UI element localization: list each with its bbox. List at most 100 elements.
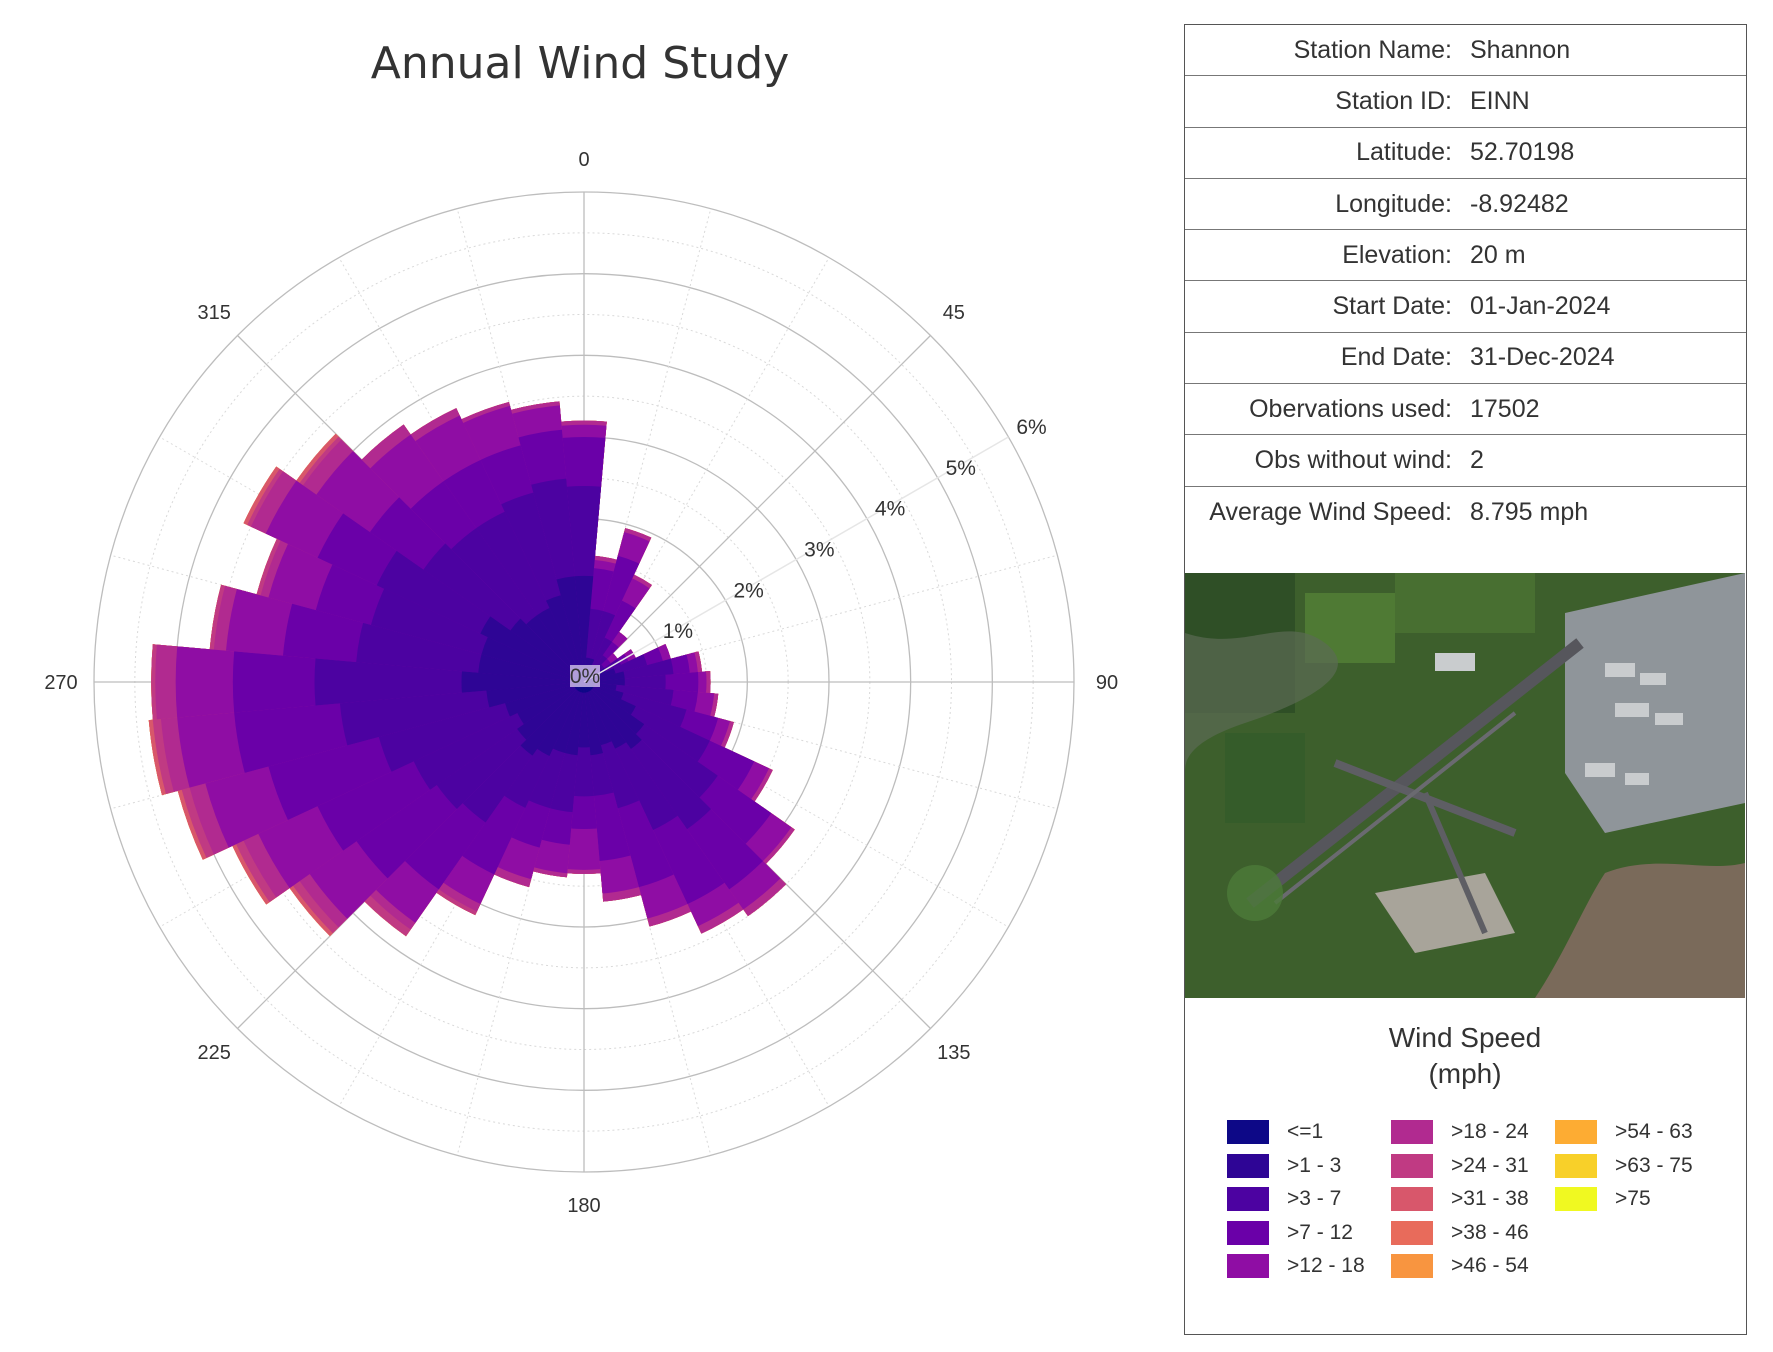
wind-bar-250-bin-1 — [505, 682, 584, 717]
wind-bar-290-bin-1 — [481, 637, 584, 682]
angular-tick-label: 90 — [1096, 672, 1118, 694]
legend-label: >24 - 31 — [1451, 1153, 1529, 1177]
info-row-latitude: Latitude: 52.70198 — [1185, 128, 1746, 179]
legend-swatch — [1227, 1254, 1269, 1278]
info-value: 20 m — [1470, 240, 1526, 269]
info-label: Latitude: — [1356, 138, 1452, 167]
angular-tick-label: 315 — [197, 302, 230, 324]
wind-bar-230-bin-1 — [517, 682, 584, 740]
legend-label: >54 - 63 — [1615, 1120, 1693, 1143]
legend-swatch — [1555, 1187, 1597, 1211]
legend-swatch — [1227, 1120, 1269, 1144]
angular-tick-label: 180 — [567, 1195, 600, 1217]
legend-label: >7 - 12 — [1287, 1220, 1353, 1244]
info-value: 52.70198 — [1470, 138, 1575, 167]
legend-swatch — [1227, 1187, 1269, 1211]
radial-axis-line — [583, 436, 1009, 683]
legend-item: >3 - 7 — [1227, 1187, 1341, 1211]
info-value: Shannon — [1470, 35, 1571, 64]
legend-swatch — [1555, 1120, 1597, 1144]
angular-tick-label: 225 — [197, 1042, 230, 1064]
wind-bar-160-bin-1 — [584, 682, 612, 746]
wind-bar-180-bin-0 — [583, 682, 585, 693]
radial-tick-label: 5% — [946, 457, 976, 480]
radial-tick-label: 0% — [570, 665, 600, 688]
info-row-longitude: Longitude: -8.92482 — [1185, 179, 1746, 231]
info-label: Start Date: — [1332, 292, 1453, 321]
wind-bar-150-bin-1 — [584, 682, 627, 749]
angular-tick-label: 45 — [943, 302, 965, 324]
wind-bar-260-bin-1 — [486, 682, 584, 708]
info-value: 01-Jan-2024 — [1470, 292, 1611, 321]
legend-item: >1 - 3 — [1227, 1153, 1342, 1178]
wind-bar-190-bin-1 — [564, 682, 584, 756]
wind-bar-200-bin-1 — [552, 682, 584, 753]
legend-swatch — [1227, 1153, 1269, 1178]
radial-tick-label: 4% — [875, 498, 905, 521]
wind-bar-130-bin-1 — [584, 682, 645, 734]
legend-swatch — [1391, 1187, 1433, 1211]
wind-bar-180-bin-1 — [578, 682, 590, 748]
wind-rose-chart: 0% 1% 2% 3% 4% 5% 6% 0 45 90 135 180 225 270 315 — [44, 149, 1118, 1217]
legend-swatch — [1391, 1254, 1433, 1278]
radial-tick-label: 3% — [804, 539, 834, 562]
radial-tick-label: 6% — [1016, 416, 1046, 439]
airport-aerial-image — [1185, 573, 1745, 998]
legend-title: Wind Speed (mph) — [1185, 1020, 1745, 1092]
wind-bar-90-bin-1 — [584, 678, 625, 686]
info-label: End Date: — [1340, 343, 1452, 372]
wind-bar-170-bin-1 — [584, 682, 604, 756]
wind-bar-140-bin-1 — [584, 682, 642, 749]
wind-bar-270-bin-2 — [314, 658, 584, 706]
info-value: -8.92482 — [1470, 189, 1569, 218]
wind-bar-280-bin-1 — [478, 654, 584, 682]
legend-swatch — [1391, 1220, 1433, 1245]
info-row-average-wind-speed: Average Wind Speed: 8.795 mph — [1185, 487, 1746, 538]
info-value: 2 — [1470, 446, 1484, 475]
info-row-obs-without-wind: Obs without wind: 2 — [1185, 435, 1746, 487]
wind-bar-0-bin-1 — [574, 575, 594, 682]
legend-item: >46 - 54 — [1391, 1254, 1529, 1278]
info-value: 8.795 mph — [1470, 497, 1589, 526]
info-row-station-id: Station ID: EINN — [1185, 76, 1746, 128]
legend-item: >24 - 31 — [1391, 1153, 1529, 1178]
angular-tick-label: 270 — [44, 672, 77, 694]
radial-tick-label: 2% — [733, 579, 763, 602]
angular-tick-label: 0 — [578, 149, 589, 171]
wind-bar-300-bin-1 — [480, 616, 584, 682]
legend-label: >46 - 54 — [1451, 1254, 1529, 1277]
info-label: Longitude: — [1335, 189, 1452, 218]
wind-speed-legend: Wind Speed (mph) <=1 >1 - 3 >3 - 7 >7 - 12 >… — [1185, 1020, 1745, 1278]
wind-bar-240-bin-1 — [517, 682, 584, 725]
legend-item: >12 - 18 — [1227, 1254, 1365, 1278]
info-value: 31-Dec-2024 — [1470, 343, 1615, 372]
info-label: Obs without wind: — [1254, 446, 1452, 475]
info-label: Elevation: — [1342, 240, 1452, 269]
legend-label: >31 - 38 — [1451, 1187, 1529, 1210]
legend-label: >63 - 75 — [1615, 1153, 1693, 1177]
wind-bar-350-bin-1 — [556, 576, 584, 682]
legend-item: <=1 — [1227, 1120, 1323, 1144]
legend-label: <=1 — [1287, 1120, 1324, 1143]
grid-spoke-major — [583, 335, 931, 683]
radial-tick-label: 1% — [663, 620, 693, 643]
legend-swatch — [1391, 1120, 1433, 1144]
wind-bar-340-bin-1 — [546, 595, 584, 682]
legend-label: >75 — [1615, 1187, 1651, 1210]
wind-bar-220-bin-1 — [520, 682, 584, 756]
wind-bar-320-bin-1 — [526, 615, 584, 682]
wind-bar-120-bin-1 — [584, 682, 636, 715]
legend-item: >75 — [1555, 1187, 1651, 1211]
legend-title-line2: (mph) — [1428, 1058, 1502, 1089]
info-row-start-date: Start Date: 01-Jan-2024 — [1185, 281, 1746, 333]
info-label: Average Wind Speed: — [1209, 497, 1452, 526]
info-label: Obervations used: — [1249, 394, 1452, 423]
wind-bar-310-bin-1 — [510, 618, 584, 682]
info-row-observations-used: Obervations used: 17502 — [1185, 384, 1746, 436]
legend-item: >31 - 38 — [1391, 1187, 1529, 1211]
info-row-elevation: Elevation: 20 m — [1185, 230, 1746, 282]
legend-swatch — [1391, 1153, 1433, 1178]
legend-label: >12 - 18 — [1287, 1254, 1365, 1277]
legend-item: >54 - 63 — [1555, 1120, 1693, 1144]
legend-label: >1 - 3 — [1287, 1153, 1342, 1177]
